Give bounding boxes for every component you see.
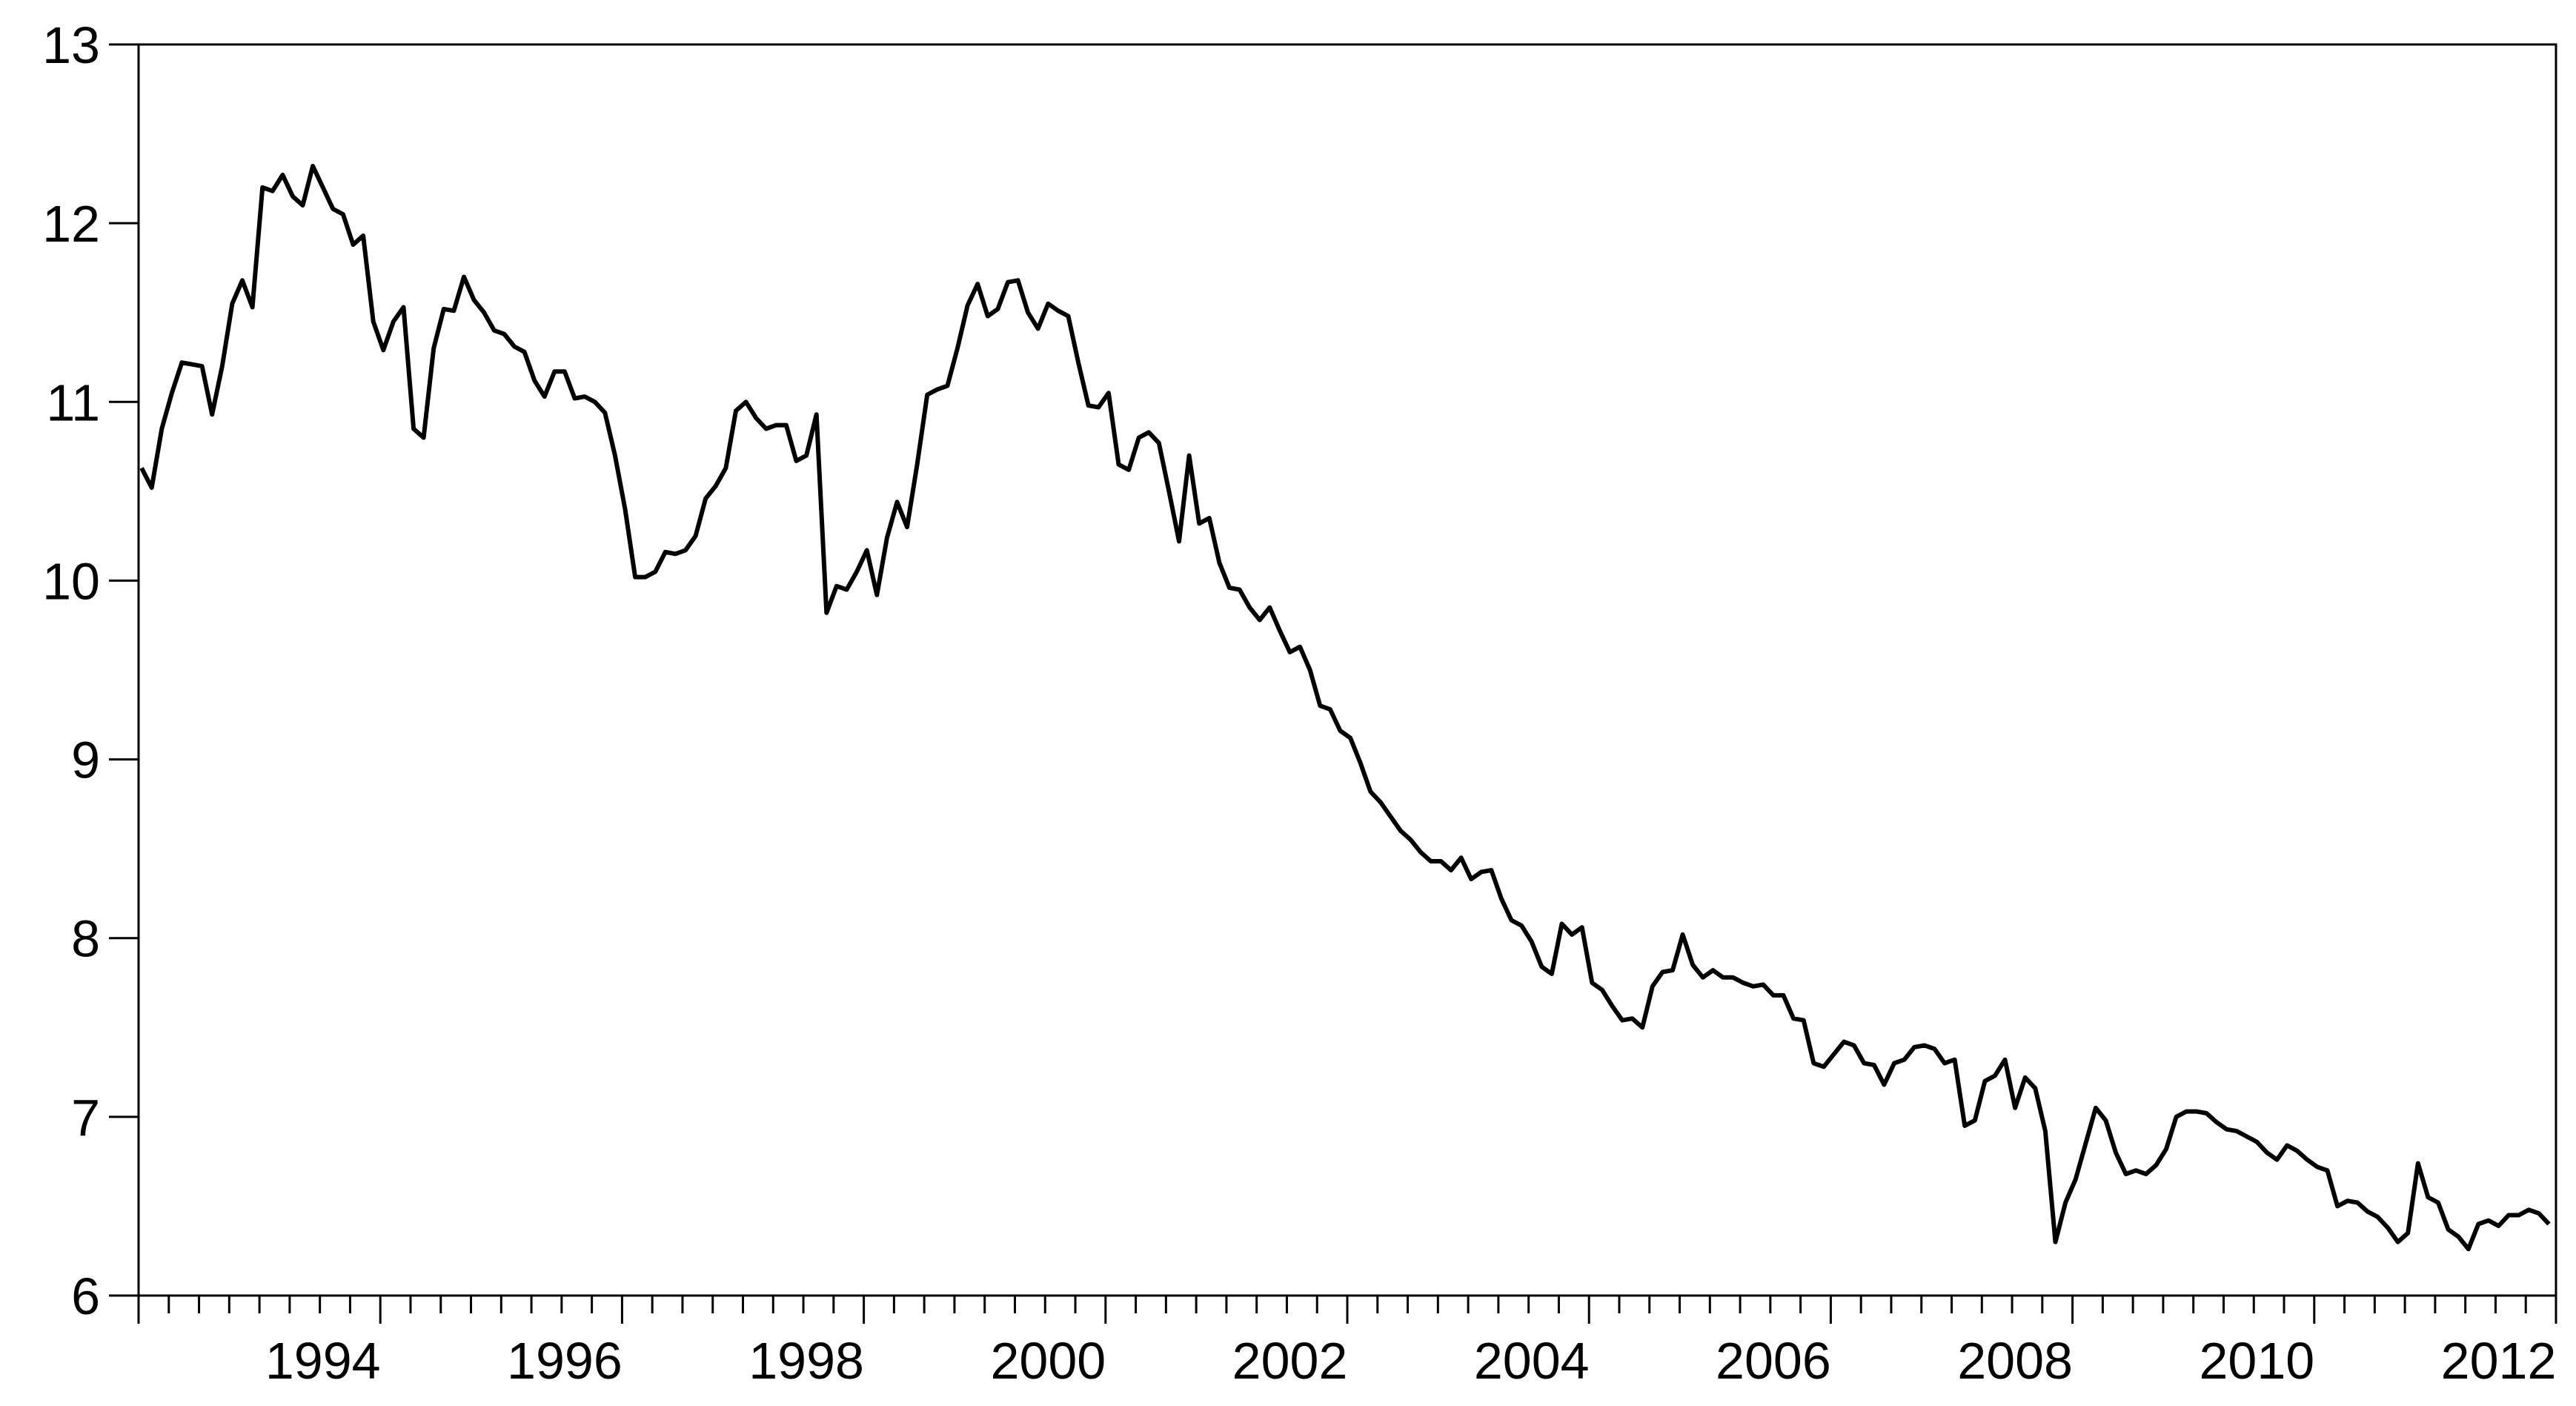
x-tick-label: 2012 xyxy=(2441,1332,2557,1390)
y-tick-label: 10 xyxy=(42,552,100,610)
x-tick-label: 2010 xyxy=(2199,1332,2314,1390)
x-tick-label: 2002 xyxy=(1232,1332,1348,1390)
x-tick-label: 2000 xyxy=(990,1332,1106,1390)
x-tick-label: 2006 xyxy=(1716,1332,1831,1390)
x-tick-label: 2004 xyxy=(1474,1332,1590,1390)
x-tick-label: 2008 xyxy=(1957,1332,2073,1390)
x-tick-label: 1994 xyxy=(265,1332,381,1390)
y-tick-label: 9 xyxy=(71,732,100,789)
data-line xyxy=(139,164,2551,1252)
y-tick-label: 11 xyxy=(46,374,100,431)
x-tick-label: 1998 xyxy=(748,1332,864,1390)
y-tick-label: 13 xyxy=(42,16,100,74)
y-tick-label: 8 xyxy=(71,910,100,968)
y-tick-label: 7 xyxy=(71,1089,100,1147)
y-tick-label: 6 xyxy=(71,1267,100,1325)
x-tick-label: 1996 xyxy=(507,1332,623,1390)
plot-frame xyxy=(137,43,2557,1297)
y-tick-label: 12 xyxy=(42,195,100,253)
